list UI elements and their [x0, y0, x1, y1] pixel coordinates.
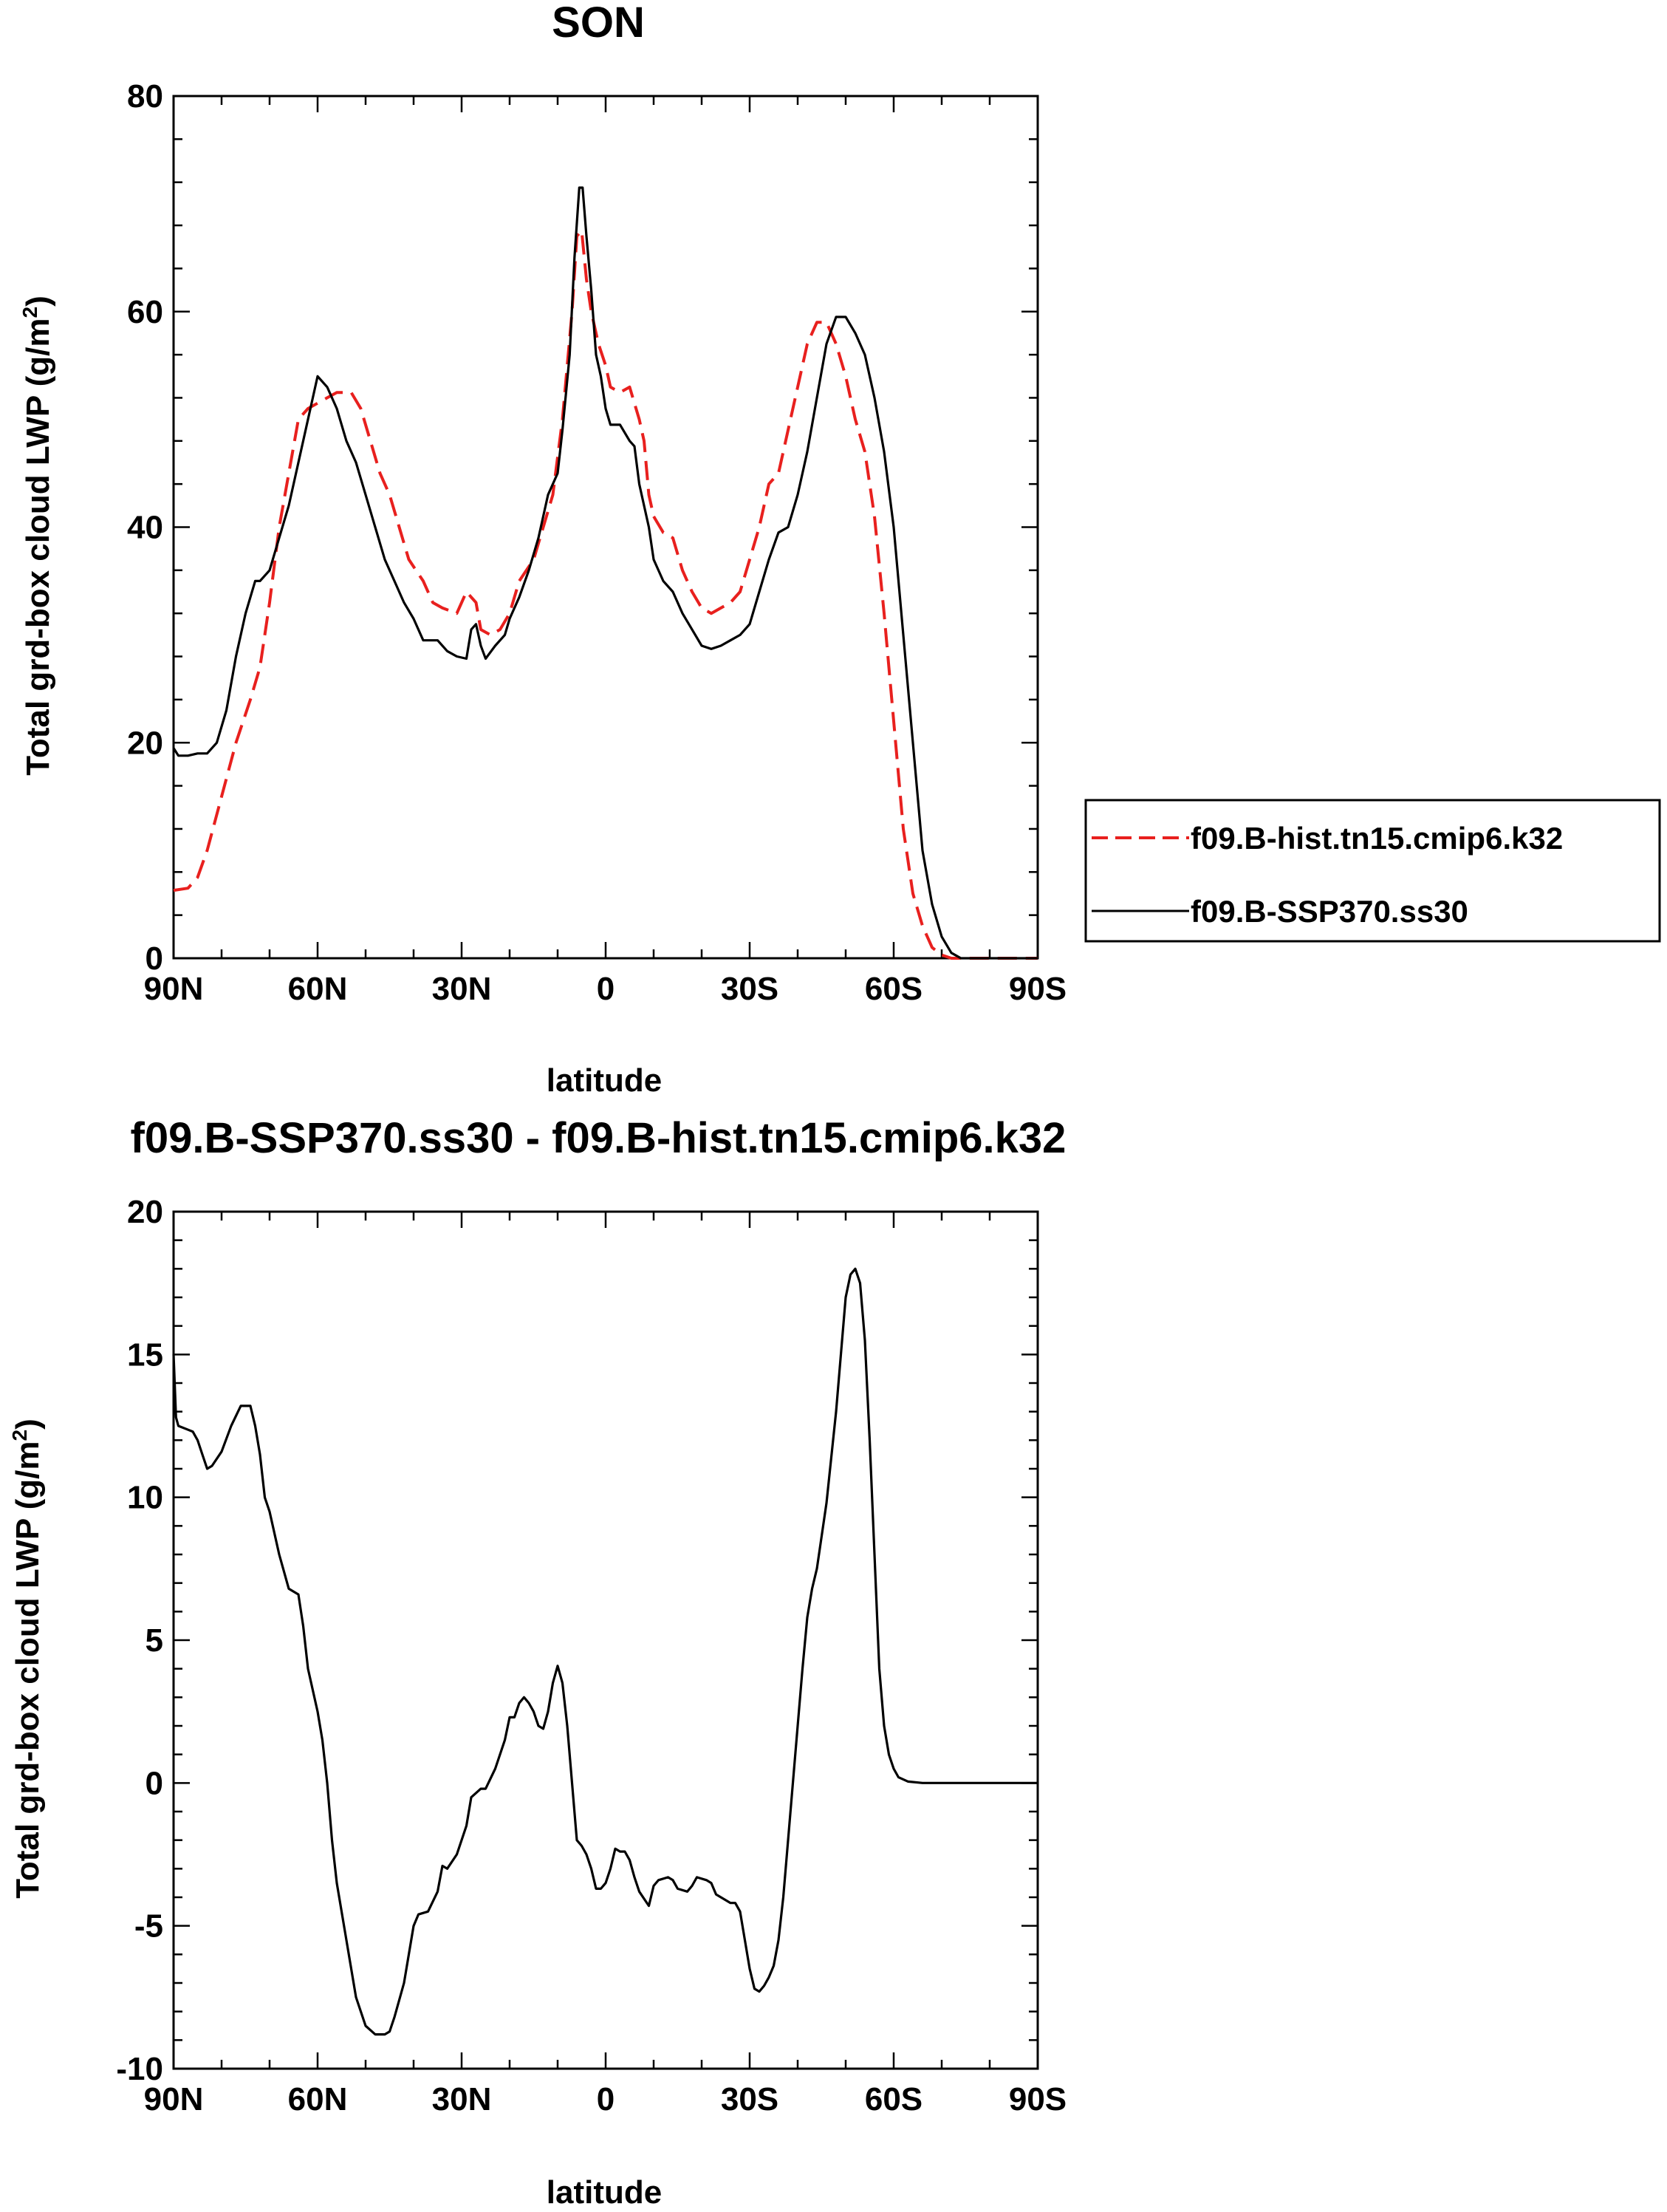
top-x-tick-label: 90S [1009, 971, 1067, 1007]
bottom-plot-frame [172, 1210, 1039, 2070]
top-y-tick-label: 20 [127, 725, 163, 761]
bottom-panel: f09.B-SSP370.ss30 - f09.B-hist.tn15.cmip… [8, 1114, 1067, 2211]
bottom-series-line-0 [172, 1267, 1038, 2036]
legend-box [1084, 799, 1661, 943]
bottom-y-axis-label-close: ) [10, 1419, 46, 1430]
bottom-y-tick-label: 0 [146, 1765, 163, 1801]
top-x-tick-label: 0 [597, 971, 615, 1007]
top-series-line-0 [173, 229, 1038, 960]
top-y-axis-label-sup: 2 [18, 307, 41, 318]
top-x-tick-label: 30S [721, 971, 778, 1007]
top-x-tick-label: 90N [144, 971, 204, 1007]
top-x-tick-label: 60N [288, 971, 348, 1007]
top-y-axis-label-close: ) [20, 296, 56, 307]
top-y-tick-label: 80 [127, 78, 163, 115]
bottom-x-tick-label: 90S [1009, 2081, 1067, 2117]
legend: f09.B-hist.tn15.cmip6.k32 f09.B-SSP370.s… [1084, 799, 1661, 943]
bottom-y-tick-label: 20 [127, 1194, 163, 1230]
bottom-y-axis-label-sup: 2 [8, 1430, 31, 1441]
bottom-y-tick-label: -10 [116, 2051, 163, 2087]
legend-label-hist: f09.B-hist.tn15.cmip6.k32 [1191, 821, 1563, 856]
bottom-x-tick-label: 30S [721, 2081, 778, 2117]
top-panel: SON latitude Total grd-box cloud LWP (g/… [18, 0, 1661, 1099]
bottom-x-tick-label: 60N [288, 2081, 348, 2117]
top-y-axis-label-main: Total grd-box cloud LWP (g/m [20, 318, 56, 776]
bottom-x-tick-label: 0 [597, 2081, 615, 2117]
bottom-x-tick-label: 30N [432, 2081, 492, 2117]
bottom-y-tick-label: -5 [134, 1908, 163, 1945]
bottom-y-tick-label: 5 [146, 1622, 163, 1659]
bottom-x-tick-label: 60S [865, 2081, 923, 2117]
top-y-tick-label: 0 [146, 941, 163, 977]
bottom-x-tick-label: 90N [144, 2081, 204, 2117]
top-chart-title: SON [552, 0, 645, 47]
bottom-y-tick-label: 15 [127, 1337, 163, 1373]
bottom-chart-title: f09.B-SSP370.ss30 - f09.B-hist.tn15.cmip… [131, 1114, 1067, 1162]
bottom-y-tick-label: 10 [127, 1480, 163, 1516]
bottom-y-axis-label: Total grd-box cloud LWP (g/m2) [8, 1419, 46, 1898]
top-series-line-1 [172, 186, 1038, 960]
bottom-y-axis-label-main: Total grd-box cloud LWP (g/m [10, 1441, 46, 1899]
top-y-tick-label: 40 [127, 510, 163, 546]
top-plot-frame [172, 95, 1039, 960]
bottom-x-axis-label: latitude [547, 2174, 662, 2211]
top-x-tick-label: 60S [865, 971, 923, 1007]
top-y-tick-label: 60 [127, 294, 163, 330]
top-x-tick-label: 30N [432, 971, 492, 1007]
top-y-axis-label: Total grd-box cloud LWP (g/m2) [18, 296, 56, 775]
legend-label-ssp370: f09.B-SSP370.ss30 [1191, 894, 1468, 929]
top-x-axis-label: latitude [547, 1062, 662, 1099]
